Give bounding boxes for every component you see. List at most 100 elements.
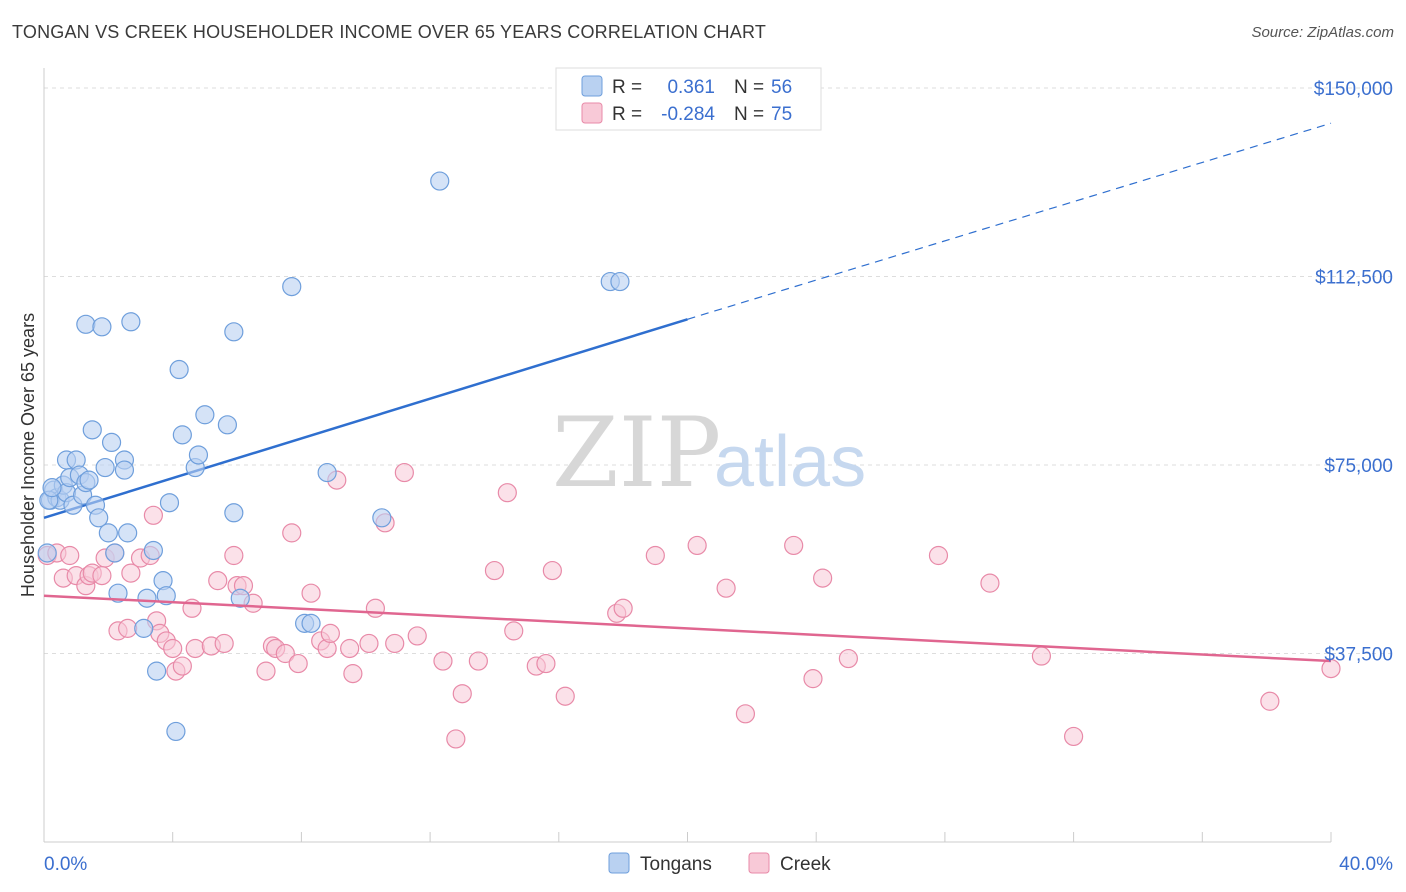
legend-n-value-creek: 75 [771,104,792,125]
legend-r-value-creek: -0.284 [661,104,715,125]
legend-n-label-creek: N = [734,104,764,125]
tongans-point [42,478,62,498]
creek-point [340,638,360,659]
tongans-point [121,312,141,332]
creek-point [468,651,488,671]
tongans-point [610,271,630,292]
tongans-point [101,432,122,453]
bottom-legend-label-tongans: Tongans [640,854,712,875]
tongans-point [430,171,450,191]
tongans-point [156,586,176,606]
legend-r-value-tongans: 0.361 [667,77,715,98]
grid-lines [44,87,1395,655]
tongans-point [114,460,135,480]
tongans-trend-solid [43,318,688,519]
legend-r-label-creek: R = [612,104,642,125]
watermark: ZIP atlas [552,397,866,509]
creek-point [446,729,466,749]
tongans-point [166,721,186,742]
watermark-zip-text: ZIP [552,397,721,509]
creek-point [60,545,80,566]
tongans-point [169,359,189,380]
creek-point [365,598,386,618]
tongans-point [195,405,215,425]
tongans-point [118,523,138,543]
bottom-legend-swatch-creek [748,852,770,874]
tongans-point [108,583,128,603]
tongans-trend-dashed [687,122,1332,320]
y-tick-label-0: $37,500 [1324,645,1393,666]
bottom-legend-swatch-tongans [608,852,630,874]
legend-swatch-creek [581,102,603,124]
x-tick-label-1: 40.0% [1339,854,1393,875]
creek-point [1063,726,1084,747]
creek-point [256,661,276,681]
creek-point [301,583,321,603]
tongans-point [143,540,163,561]
creek-point [288,653,308,674]
legend-r-label-tongans: R = [612,77,642,98]
tongans-point [159,493,180,513]
y-axis-label: Householder Income Over 65 years [18,313,38,597]
creek-point [613,598,633,618]
creek-trend [43,594,1332,663]
tongans-point [137,588,157,608]
y-tick-labels: $37,500 $75,000 $112,500 $150,000 [1314,79,1393,665]
creek-point [343,664,363,684]
y-tick-label-3: $150,000 [1314,79,1393,100]
creek-point [813,568,833,588]
creek-point [282,523,302,543]
watermark-atlas-text: atlas [714,422,866,502]
creek-point [536,653,556,674]
creek-point [172,656,192,676]
creek-point [452,684,472,704]
creek-point [224,545,244,566]
tongans-point [372,508,392,528]
legend-n-label-tongans: N = [734,77,764,98]
tongans-point [98,523,118,543]
creek-point [735,704,756,724]
creek-point [1031,646,1052,666]
tongans-point [188,445,209,465]
creek-point [784,535,804,556]
creek-point [407,626,427,646]
creek-point [687,535,707,556]
creek-point [1260,691,1280,711]
creek-point [121,563,141,583]
x-tick-labels: 0.0% 40.0% [44,854,1393,875]
axes [43,68,1332,843]
creek-point [163,638,183,659]
tongans-points [37,171,630,742]
tongans-point [301,613,321,633]
creek-point [118,618,138,638]
tongans-point [224,322,244,342]
creek-point [542,560,562,581]
tongans-point [92,317,112,337]
source-label: Source: ZipAtlas.com [1251,24,1394,41]
creek-point [214,633,234,654]
creek-point [185,638,205,659]
tongans-point [37,543,57,563]
tongans-point [172,425,192,445]
creek-point [497,483,517,503]
bottom-legend-label-creek: Creek [780,854,831,875]
tongans-point [134,618,154,638]
creek-point [555,686,575,706]
y-tick-label-1: $75,000 [1324,456,1393,477]
creek-point [359,633,379,654]
tongans-point [95,457,115,478]
creek-point [504,621,524,641]
creek-point [385,633,405,654]
tongans-point [79,470,99,490]
tongans-point [230,588,250,608]
creek-point [320,623,340,644]
tongans-point [282,276,302,297]
tongans-point [317,462,337,483]
creek-point [433,651,453,671]
creek-point [803,669,823,689]
chart-title: TONGAN VS CREEK HOUSEHOLDER INCOME OVER … [12,22,767,42]
tongans-point [82,420,102,440]
legend-n-value-tongans: 56 [771,77,792,98]
bottom-legend: Tongans Creek [608,852,831,875]
